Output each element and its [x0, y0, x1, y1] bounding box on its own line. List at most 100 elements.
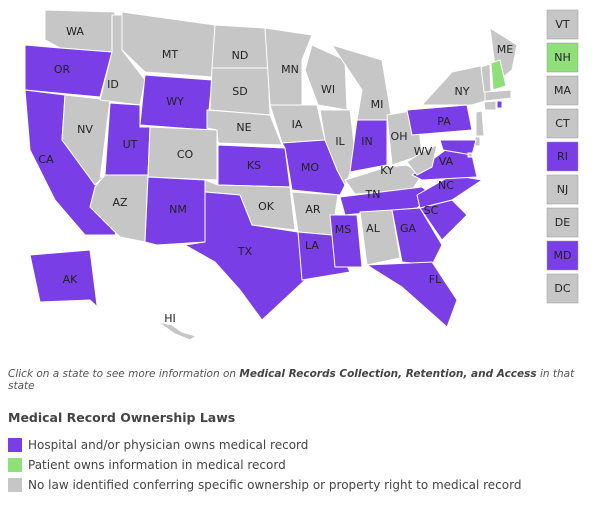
state-box[interactable]: [546, 9, 579, 40]
state-label: OK: [258, 200, 275, 213]
state[interactable]: [319, 109, 357, 187]
state-box-label: DC: [554, 282, 570, 295]
us-map: WA OR CA NV ID MT WY UT AZ CO NM ND SD NE KS OK TX MN IA MO…: [24, 9, 579, 340]
state[interactable]: [29, 249, 123, 331]
state-label: AK: [63, 273, 79, 286]
state[interactable]: [183, 191, 306, 321]
state-label: MO: [301, 161, 319, 174]
state-box-label: MD: [554, 249, 572, 262]
state-label: VA: [439, 155, 454, 168]
state-label: NY: [455, 85, 470, 98]
note-emphasis: Medical Records Collection, Retention, a…: [239, 368, 537, 380]
state-label: TX: [237, 245, 253, 258]
state[interactable]: [349, 119, 388, 173]
state-label: OH: [391, 130, 408, 143]
state-box[interactable]: [546, 207, 579, 238]
legend-item: Hospital and/or physician owns medical r…: [8, 438, 308, 452]
state-label: CO: [177, 148, 194, 161]
state[interactable]: [359, 209, 401, 266]
state-box[interactable]: [546, 174, 579, 205]
state-label: ME: [497, 43, 513, 56]
state-label: OR: [54, 63, 71, 76]
state-label: IN: [361, 135, 372, 148]
state[interactable]: [264, 27, 313, 106]
state[interactable]: [483, 100, 497, 111]
state-label: ID: [107, 78, 119, 91]
state[interactable]: [391, 207, 443, 266]
state-label: FL: [429, 273, 442, 286]
note-text: Click on a state to see more information…: [8, 368, 240, 380]
state[interactable]: [365, 261, 458, 328]
state[interactable]: [304, 44, 348, 111]
state[interactable]: [496, 100, 503, 109]
state-label: AZ: [112, 196, 128, 209]
state[interactable]: [490, 59, 507, 91]
state-box-label: RI: [557, 150, 568, 163]
state-label: SD: [232, 85, 247, 98]
state-label: SC: [424, 204, 439, 217]
state-label: WY: [166, 95, 184, 108]
state[interactable]: [467, 152, 473, 158]
state-label: CA: [38, 153, 54, 166]
state[interactable]: [144, 176, 206, 246]
state-label: HI: [164, 312, 176, 325]
legend-label: No law identified conferring specific ow…: [28, 478, 522, 492]
legend-swatch: [8, 438, 22, 452]
state-box[interactable]: [546, 42, 579, 73]
state-label: NM: [169, 203, 187, 216]
state[interactable]: [406, 104, 473, 136]
state[interactable]: [147, 126, 218, 181]
state-box-label: NH: [554, 51, 571, 64]
state-box[interactable]: [546, 141, 579, 172]
state-label: AL: [366, 222, 381, 235]
state[interactable]: [157, 321, 198, 340]
state-box-label: CT: [555, 117, 570, 130]
state-label: WA: [66, 25, 84, 38]
state-label: KY: [380, 164, 394, 177]
state-label: KS: [247, 159, 261, 172]
state-label: ND: [232, 49, 249, 62]
state-label: NV: [77, 123, 93, 136]
state-label: IL: [335, 135, 345, 148]
state-label: NC: [438, 179, 454, 192]
legend-item: Patient owns information in medical reco…: [8, 458, 286, 472]
instruction-note: Click on a state to see more information…: [8, 368, 598, 392]
state-box[interactable]: [546, 108, 579, 139]
state-label: UT: [123, 138, 138, 151]
state-box-label: VT: [555, 18, 570, 31]
state-box[interactable]: [546, 273, 579, 304]
state-label: LA: [305, 239, 319, 252]
state[interactable]: [206, 109, 283, 146]
state[interactable]: [121, 11, 216, 78]
state[interactable]: [484, 89, 512, 102]
state-label: TN: [365, 188, 381, 201]
state[interactable]: [406, 144, 438, 176]
state-label: WV: [414, 145, 433, 158]
legend-label: Patient owns information in medical reco…: [28, 458, 286, 472]
state-label: PA: [437, 115, 451, 128]
state[interactable]: [329, 214, 363, 268]
legend-label: Hospital and/or physician owns medical r…: [28, 438, 309, 452]
state-box-label: DE: [555, 216, 570, 229]
state-label: NE: [236, 121, 251, 134]
state-box-label: MA: [554, 84, 571, 97]
state-label: WI: [321, 83, 335, 96]
state-label: MN: [281, 63, 299, 76]
state-label: MS: [335, 223, 351, 236]
legend-swatch: [8, 478, 22, 492]
legend-title: Medical Record Ownership Laws: [8, 410, 236, 425]
state-box-label: NJ: [557, 183, 568, 196]
state-label: AR: [305, 203, 321, 216]
state[interactable]: [297, 231, 351, 281]
state[interactable]: [475, 110, 485, 137]
state-box[interactable]: [546, 240, 579, 271]
legend-item: No law identified conferring specific ow…: [8, 478, 521, 492]
state-label: GA: [400, 222, 417, 235]
state-label: MI: [371, 98, 384, 111]
legend-swatch: [8, 458, 22, 472]
note-text: in that state: [8, 368, 575, 392]
state-box[interactable]: [546, 75, 579, 106]
state-label: IA: [292, 118, 303, 131]
state-label: MT: [162, 48, 178, 61]
